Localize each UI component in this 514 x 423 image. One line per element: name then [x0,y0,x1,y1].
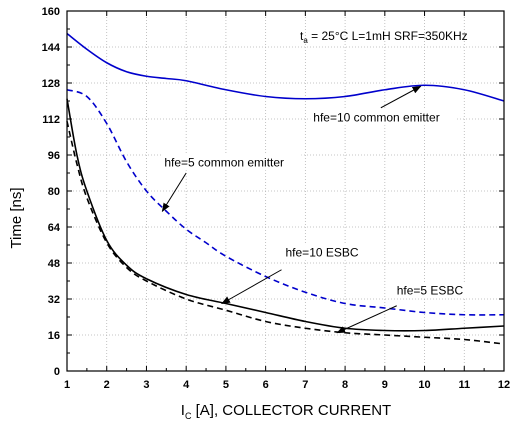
y-tick-label: 160 [42,6,60,18]
y-tick-label: 96 [48,150,60,162]
annotation-arrow [336,305,397,334]
x-tick-label: 8 [342,379,348,391]
x-tick-label: 7 [302,379,308,391]
y-axis-title: Time [ns] [8,187,25,248]
x-tick-label: 4 [183,379,190,391]
conditions-subscript: a [303,36,308,45]
annotation-label: hfe=10 ESBC [286,245,359,259]
x-tick-label: 10 [418,379,430,391]
conditions-t: t [300,29,304,43]
x-tick-label: 11 [458,379,470,391]
x-tick-label: 3 [143,379,149,391]
x-tick-label: 6 [263,379,269,391]
x-axis-title-rest: [A], COLLECTOR CURRENT [191,402,391,419]
y-tick-label: 48 [48,258,60,270]
conditions-rest: = 25°C L=1mH SRF=350KHz [308,29,468,43]
x-tick-label: 2 [104,379,110,391]
y-tick-label: 80 [48,186,60,198]
x-tick-label: 9 [382,379,388,391]
y-tick-label: 32 [48,294,60,306]
y-tick-label: 144 [42,42,61,54]
annotation-label: hfe=10 common emitter [313,110,439,124]
annotation-arrow [161,172,187,213]
annotation-arrow [221,269,282,304]
x-tick-label: 5 [223,379,229,391]
x-tick-label: 1 [64,379,70,391]
y-tick-label: 16 [48,330,60,342]
annotations: hfe=10 common emitter hfe=5 common emitte… [161,85,467,334]
annotation-label: hfe=5 ESBC [397,284,464,298]
y-tick-label: 112 [42,114,60,126]
x-axis-title-main: I [181,402,185,419]
annotation-label: hfe=5 common emitter [164,155,284,169]
axis-ticks [66,10,505,372]
annotation-background [393,282,467,299]
y-tick-label: 64 [48,222,61,234]
x-axis-title: IC [A], COLLECTOR CURRENT [181,402,391,421]
y-tick-label: 128 [42,78,60,90]
x-axis-title-subscript: C [185,411,192,421]
annotation-arrow [380,85,422,109]
y-tick-label: 0 [54,366,60,378]
x-tick-label: 12 [498,379,510,391]
test-conditions-label: ta = 25°C L=1mH SRF=350KHz [300,29,468,45]
series-hfe5-common-emitter [66,88,505,316]
series-hfe10-common-emitter [66,32,505,102]
series-hfe5-esbc [66,121,505,345]
annotation-background [161,154,302,171]
annotation-background [282,244,363,261]
annotation-background [310,109,458,126]
